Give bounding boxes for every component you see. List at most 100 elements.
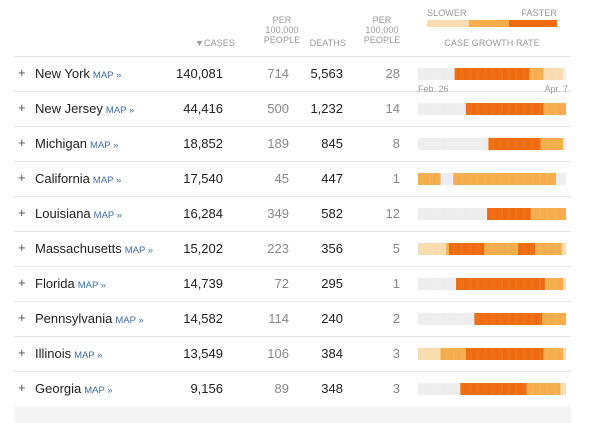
expand-icon[interactable]: +	[18, 240, 26, 255]
growth-day-cell	[458, 383, 461, 395]
table-row[interactable]: + Florida MAP » 14,739 72 295 1	[14, 267, 571, 302]
expand-icon[interactable]: +	[18, 170, 26, 185]
growth-day-cell	[485, 348, 488, 360]
table-row[interactable]: + Illinois MAP » 13,549 106 384 3	[14, 337, 571, 372]
growth-day-cell	[450, 103, 452, 115]
cases-per-100k-value: 106	[267, 346, 289, 361]
table-row[interactable]: + New Jersey MAP » 44,416 500 1,232 14	[14, 92, 571, 127]
cases-column-header[interactable]: ▼CASES	[194, 38, 235, 48]
map-link[interactable]: MAP »	[92, 70, 122, 81]
growth-day-cell	[549, 138, 551, 150]
expand-icon[interactable]: +	[18, 380, 26, 395]
table-row[interactable]: + New York MAP » 140,081 714 5,563 28	[14, 57, 571, 92]
map-link[interactable]: MAP »	[90, 140, 119, 151]
expand-icon[interactable]: +	[18, 205, 26, 220]
growth-day-cell	[443, 103, 445, 115]
growth-day-cell	[485, 383, 488, 395]
growth-day-cell	[508, 103, 510, 115]
growth-day-cell	[475, 173, 478, 185]
growth-day-cell	[495, 313, 498, 325]
expand-icon[interactable]: +	[18, 135, 26, 150]
expand-icon[interactable]: +	[18, 275, 26, 290]
growth-day-cell	[480, 68, 482, 80]
growth-day-cell	[480, 208, 482, 220]
growth-day-cell	[470, 173, 472, 185]
case-growth-rate-header: CASE GROWTH RATE	[444, 38, 540, 48]
map-link[interactable]: MAP »	[124, 245, 154, 256]
growth-day-cell	[477, 173, 479, 185]
growth-day-cell	[437, 138, 440, 150]
table-row[interactable]: + Georgia MAP » 9,156 89 348 3	[14, 372, 571, 407]
map-link[interactable]: MAP »	[92, 175, 122, 186]
table-row[interactable]: + Pennsylvania MAP » 14,582 114 240 2	[14, 302, 571, 337]
expand-icon[interactable]: +	[18, 310, 26, 325]
growth-day-cell	[485, 173, 488, 185]
growth-day-cell	[532, 138, 534, 150]
growth-rate-sparkbar	[418, 348, 566, 360]
growth-day-cell	[527, 243, 530, 255]
map-link[interactable]: MAP »	[115, 315, 144, 326]
growth-day-cell	[534, 313, 537, 325]
growth-day-cell	[444, 173, 447, 185]
growth-day-cell	[513, 208, 516, 220]
cases-value: 18,852	[183, 136, 223, 151]
growth-day-cell	[440, 383, 443, 395]
growth-day-cell	[509, 138, 512, 150]
growth-day-cell	[549, 173, 551, 185]
growth-day-cell	[563, 278, 565, 290]
growth-day-cell	[527, 68, 530, 80]
growth-day-cell	[484, 243, 486, 255]
table-row[interactable]: + Michigan MAP » 18,852 189 845 8	[14, 127, 571, 162]
expand-icon[interactable]: +	[18, 345, 26, 360]
growth-day-cell	[496, 243, 499, 255]
growth-day-cell	[441, 243, 444, 255]
table-header: ▼CASES PER 100,000 PEOPLE DEATHS PER 100…	[0, 0, 600, 56]
growth-day-cell	[430, 383, 433, 395]
growth-day-cell	[498, 348, 500, 360]
map-link[interactable]: MAP »	[84, 385, 113, 396]
expand-icon[interactable]: +	[18, 65, 26, 80]
growth-day-cell	[482, 103, 485, 115]
growth-day-cell	[481, 313, 483, 325]
growth-day-cell	[498, 138, 500, 150]
growth-day-cell	[434, 243, 437, 255]
growth-day-cell	[494, 313, 496, 325]
growth-day-cell	[474, 138, 476, 150]
growth-day-cell	[553, 103, 555, 115]
growth-day-cell	[449, 243, 451, 255]
cases-value: 14,582	[183, 311, 223, 326]
growth-day-cell	[444, 208, 447, 220]
table-row[interactable]: + Louisiana MAP » 16,284 349 582 12	[14, 197, 571, 232]
growth-day-cell	[508, 173, 510, 185]
growth-day-cell	[420, 138, 423, 150]
deaths-value: 5,563	[310, 66, 343, 81]
growth-day-cell	[509, 68, 512, 80]
growth-day-cell	[488, 383, 491, 395]
growth-day-cell	[468, 348, 471, 360]
growth-rate-sparkbar	[418, 103, 566, 115]
growth-day-cell	[560, 243, 562, 255]
expand-icon[interactable]: +	[18, 100, 26, 115]
growth-day-cell	[557, 138, 560, 150]
map-link[interactable]: MAP »	[77, 280, 107, 291]
growth-day-cell	[553, 138, 555, 150]
growth-day-cell	[432, 278, 434, 290]
growth-day-cell	[503, 313, 506, 325]
growth-day-cell	[491, 348, 493, 360]
deaths-per-100k-value: 2	[392, 311, 400, 326]
map-link[interactable]: MAP »	[105, 105, 135, 116]
cases-value: 17,540	[183, 171, 223, 186]
growth-day-cell	[537, 278, 540, 290]
cases-value: 14,739	[183, 276, 223, 291]
map-link[interactable]: MAP »	[93, 210, 122, 221]
growth-day-cell	[484, 173, 486, 185]
growth-day-cell	[430, 348, 433, 360]
table-row[interactable]: + Massachusetts MAP » 15,202 223 356 5	[14, 232, 571, 267]
growth-day-cell	[460, 348, 462, 360]
table-row[interactable]: + California MAP » 17,540 45 447 1	[14, 162, 571, 197]
growth-day-cell	[536, 68, 538, 80]
growth-day-cell	[522, 173, 524, 185]
map-link[interactable]: MAP »	[74, 350, 103, 361]
growth-day-cell	[547, 208, 550, 220]
growth-day-cell	[423, 243, 426, 255]
